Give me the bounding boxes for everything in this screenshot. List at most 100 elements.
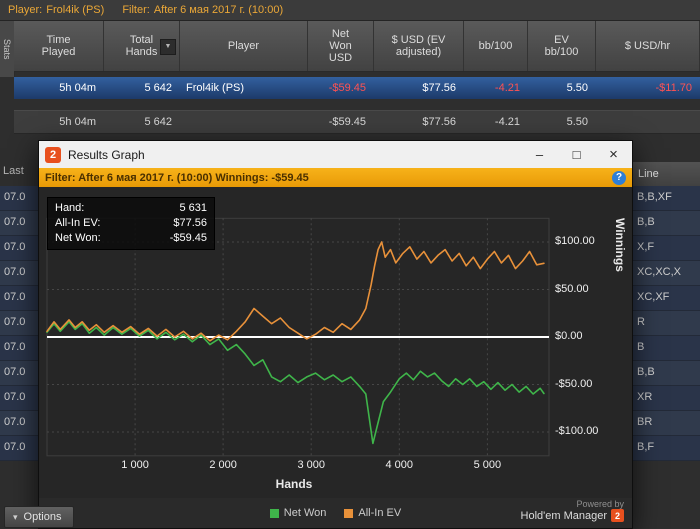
hand-row-time: 07.0 xyxy=(4,191,26,203)
hand-row-time: 07.0 xyxy=(4,441,26,453)
holdem-manager-brand: Hold'em Manager 2 xyxy=(521,509,624,522)
column-dropdown-button[interactable]: ▼ xyxy=(160,39,176,55)
holdem-manager-logo-icon: 2 xyxy=(45,146,61,163)
powered-by-block: Powered by Hold'em Manager 2 xyxy=(521,499,624,522)
table-cell: Frol4ik (PS) xyxy=(186,82,245,94)
close-button[interactable]: × xyxy=(609,146,618,163)
legend-label: Net Won xyxy=(283,507,327,519)
column-header[interactable]: bb/100 xyxy=(464,21,528,71)
info-box-label: Hand: xyxy=(55,202,85,214)
hand-row-time: 07.0 xyxy=(4,266,26,278)
chevron-down-icon: ▾ xyxy=(13,511,18,522)
hand-row-time: 07.0 xyxy=(4,316,26,328)
table-cell: -$11.70 xyxy=(655,82,693,94)
brand-name: Hold'em Manager xyxy=(520,509,607,522)
hand-row-time: 07.0 xyxy=(4,291,26,303)
hand-row-time: 07.0 xyxy=(4,366,26,378)
info-box-row: All-In EV: $77.56 xyxy=(55,216,207,231)
table-cell: $77.56 xyxy=(422,116,456,128)
filter-label: Filter: xyxy=(122,4,150,16)
stats-side-tab[interactable]: Stats xyxy=(0,21,15,77)
results-graph-window: 2 Results Graph – □ × Filter: After 6 ма… xyxy=(38,140,633,529)
line-column-header[interactable]: Line xyxy=(630,162,700,186)
legend-swatch-icon xyxy=(344,508,354,518)
table-cell: -4.21 xyxy=(494,82,520,94)
table-cell: 5h 04m xyxy=(59,116,96,128)
hand-row-line: B,F xyxy=(637,441,655,453)
table-cell: 5 642 xyxy=(144,82,172,94)
player-indicator: Player: Frol4ik (PS) xyxy=(8,4,104,16)
column-header[interactable]: $ USD/hr xyxy=(596,21,700,71)
table-cell: -$59.45 xyxy=(328,82,366,94)
info-box-row: Net Won: -$59.45 xyxy=(55,231,207,246)
legend-label: All-In EV xyxy=(358,507,402,519)
hand-row-time: 07.0 xyxy=(4,341,26,353)
player-label: Player: xyxy=(8,4,43,16)
help-icon[interactable]: ? xyxy=(612,170,626,185)
column-header[interactable]: Net Won USD xyxy=(308,21,374,71)
filter-value: After 6 мая 2017 г. (10:00) xyxy=(153,4,284,16)
window-title: Results Graph xyxy=(68,147,145,162)
table-cell: 5 642 xyxy=(144,116,172,128)
hand-row-time: 07.0 xyxy=(4,391,26,403)
graph-filter-bar: Filter: After 6 мая 2017 г. (10:00) Winn… xyxy=(39,168,632,187)
hand-row-line: R xyxy=(637,316,645,328)
table-cell: $77.56 xyxy=(422,82,456,94)
table-cell: 5.50 xyxy=(566,82,588,94)
info-box-label: Net Won: xyxy=(55,232,101,244)
info-box-row: Hand: 5 631 xyxy=(55,201,207,216)
minimize-button[interactable]: – xyxy=(535,147,544,162)
legend-swatch-icon xyxy=(269,508,279,518)
x-axis-tick: 2 000 xyxy=(209,459,237,471)
x-axis-tick: 1 000 xyxy=(121,459,149,471)
hand-row-line: X,F xyxy=(637,241,655,253)
info-box-value: $77.56 xyxy=(173,217,207,229)
column-header[interactable]: Time Played xyxy=(14,21,104,71)
y-axis-tick: $0.00 xyxy=(555,330,583,342)
last-filter-label[interactable]: Last xyxy=(3,165,24,177)
table-header-row: Time Played Total Hands ▼ Player Net Won USD… xyxy=(14,21,700,72)
series-line-all-in-ev xyxy=(46,241,545,342)
x-axis-title: Hands xyxy=(275,477,313,491)
table-row-selected[interactable]: 5h 04m 5 642 Frol4ik (PS) -$59.45 $77.56 -4.2… xyxy=(14,77,700,99)
hand-row-time: 07.0 xyxy=(4,216,26,228)
legend-item: All-In EV xyxy=(344,507,401,519)
table-row-summary[interactable]: 5h 04m 5 642 -$59.45 $77.56 -4.21 5.50 xyxy=(14,110,700,134)
maximize-button[interactable]: □ xyxy=(572,147,581,162)
column-header[interactable]: Total Hands ▼ xyxy=(104,21,180,71)
column-header[interactable]: $ USD (EV adjusted) xyxy=(374,21,464,71)
table-cell: 5.50 xyxy=(566,116,588,128)
column-header[interactable]: Player xyxy=(180,21,308,71)
line-column-header-label: Line xyxy=(638,168,659,180)
table-body: 5h 04m 5 642 Frol4ik (PS) -$59.45 $77.56 -4.2… xyxy=(14,77,700,134)
y-axis-title: Winnings xyxy=(613,218,627,272)
x-axis-tick: 4 000 xyxy=(385,459,414,471)
info-box-value: 5 631 xyxy=(179,202,207,214)
top-status-bar: Player: Frol4ik (PS) Filter: After 6 мая… xyxy=(0,0,700,21)
hand-row-line: XC,XF xyxy=(637,291,670,303)
y-axis-tick: -$50.00 xyxy=(555,377,593,390)
hand-row-line: XC,XC,X xyxy=(637,266,682,278)
window-titlebar[interactable]: 2 Results Graph – □ × xyxy=(39,141,632,168)
stats-table: Time Played Total Hands ▼ Player Net Won USD… xyxy=(14,21,700,134)
legend-bar: Net Won All-In EV Powered by Hold'em Mana… xyxy=(39,498,632,528)
player-value: Frol4ik (PS) xyxy=(46,4,105,16)
series-line-net-won xyxy=(46,321,545,445)
stats-tab-label: Stats xyxy=(2,38,12,60)
hands-grid-header: Last Line xyxy=(0,160,700,186)
hand-row-line: BR xyxy=(637,416,653,428)
y-axis-tick: $50.00 xyxy=(555,282,589,295)
graph-filter-text: Filter: After 6 мая 2017 г. (10:00) Winn… xyxy=(45,171,309,184)
hand-row-line: B,B,XF xyxy=(637,191,672,203)
hover-info-box: Hand: 5 631 All-In EV: $77.56 Net Won: -$59.4… xyxy=(47,197,215,250)
window-controls: – □ × xyxy=(521,141,632,168)
column-header[interactable]: EV bb/100 xyxy=(528,21,596,71)
chart-region: Hand: 5 631 All-In EV: $77.56 Net Won: -$59.4… xyxy=(39,187,632,498)
options-button[interactable]: ▾ Options xyxy=(4,506,75,528)
hand-row-line: XR xyxy=(637,391,653,403)
filter-indicator: Filter: After 6 мая 2017 г. (10:00) xyxy=(122,4,283,16)
hm2-logo-icon: 2 xyxy=(611,509,624,522)
legend-item: Net Won xyxy=(269,507,327,519)
hand-row-line: B,B xyxy=(637,366,655,378)
